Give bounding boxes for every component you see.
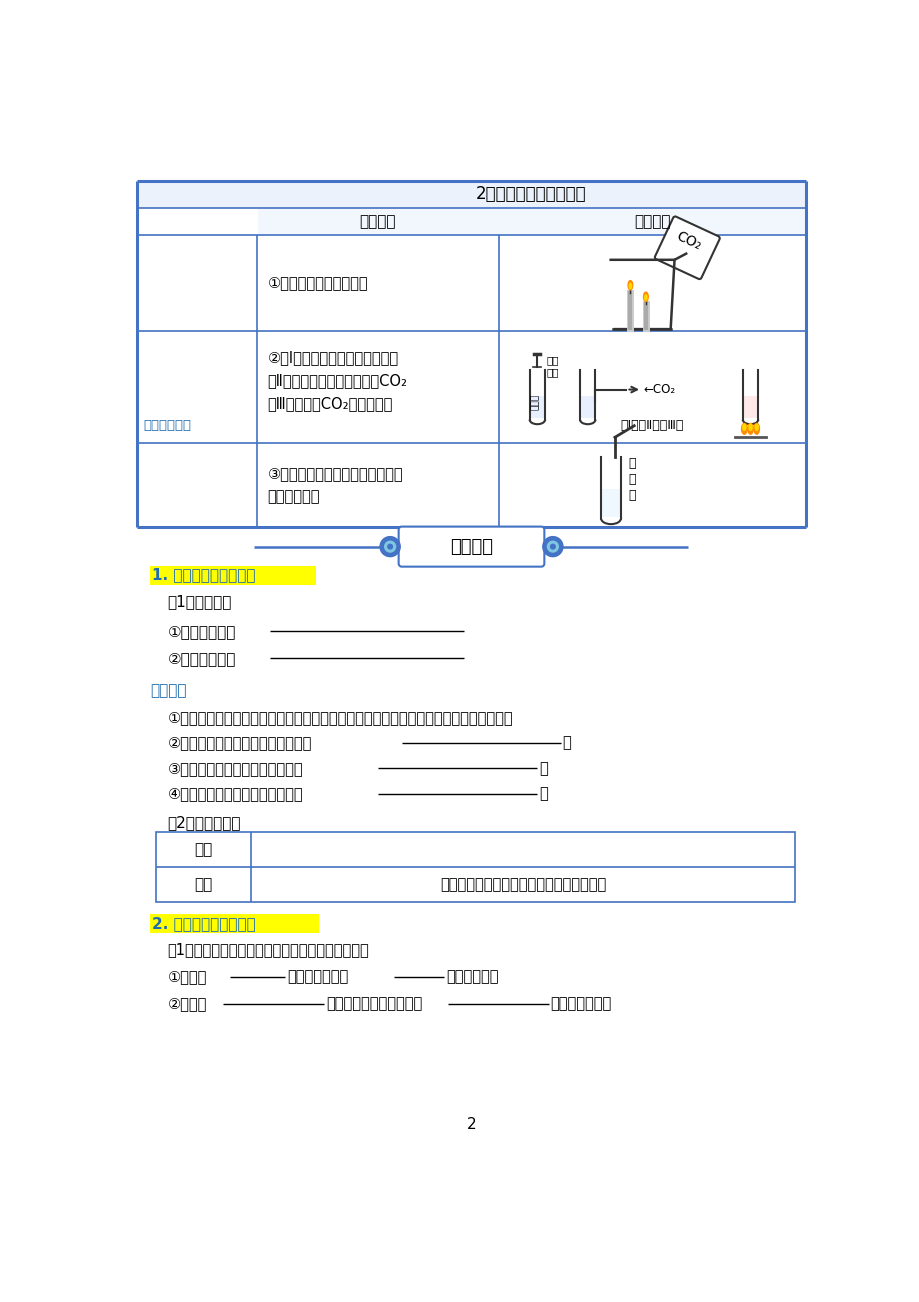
Text: 操作步骤: 操作步骤 [359, 214, 395, 229]
Ellipse shape [629, 284, 630, 289]
Bar [156, 832, 795, 901]
Ellipse shape [643, 292, 648, 301]
Bar [137, 181, 805, 527]
Text: （Ⅱ）向其中一支试管中通入CO₂: （Ⅱ）向其中一支试管中通入CO₂ [267, 374, 407, 388]
Circle shape [388, 544, 392, 549]
Text: 2: 2 [466, 1117, 476, 1131]
Text: （Ⅲ）将通入CO₂的试管加热: （Ⅲ）将通入CO₂的试管加热 [267, 396, 392, 411]
Text: 石蕊
溶液: 石蕊 溶液 [546, 355, 559, 378]
Ellipse shape [754, 424, 757, 431]
Text: （物理性质），二氧化碳: （物理性质），二氧化碳 [325, 996, 422, 1012]
Bar [150, 914, 319, 934]
Circle shape [380, 536, 400, 557]
Text: （2）检验和验满: （2）检验和验满 [167, 815, 241, 831]
Text: ①药品选用的是稀盐酸与主要成分是碳酸钙的块状大理石（或石灰石），反应速率适中。: ①药品选用的是稀盐酸与主要成分是碳酸钙的块状大理石（或石灰石），反应速率适中。 [167, 710, 513, 725]
Ellipse shape [644, 294, 646, 301]
Text: ②符号表达式：: ②符号表达式： [167, 651, 236, 665]
Ellipse shape [742, 424, 745, 431]
Text: （Ⅰ）（Ⅱ）（Ⅲ）: （Ⅰ）（Ⅱ）（Ⅲ） [620, 419, 684, 432]
Bar [257, 208, 805, 234]
Bar [156, 832, 795, 901]
Text: ③向盛有少量澄清石灰水的试管中: ③向盛有少量澄清石灰水的试管中 [267, 466, 403, 480]
Text: 的蜡烛后熄灭: 的蜡烛后熄灭 [446, 970, 498, 984]
Text: ←CO₂: ←CO₂ [643, 383, 675, 396]
Text: 检验: 检验 [194, 842, 212, 857]
Circle shape [542, 536, 562, 557]
Text: 通入二氧化碳: 通入二氧化碳 [267, 490, 320, 504]
Text: ①现象：: ①现象： [167, 970, 207, 984]
FancyBboxPatch shape [654, 216, 719, 279]
Text: 。: 。 [539, 760, 547, 776]
Bar [580, 396, 594, 418]
Text: 【实验步骤】: 【实验步骤】 [142, 419, 191, 432]
Text: （1）一般情况下，二氧化碳不燃烧，也不支持燃烧: （1）一般情况下，二氧化碳不燃烧，也不支持燃烧 [167, 943, 369, 957]
Text: 实验图示: 实验图示 [633, 214, 670, 229]
Text: 验满: 验满 [194, 876, 212, 892]
Text: 2. 二氧化碳的性质实验: 2. 二氧化碳的性质实验 [152, 915, 255, 931]
Text: 【注意】: 【注意】 [150, 684, 187, 698]
Ellipse shape [754, 423, 758, 434]
Bar [137, 182, 805, 208]
Text: （1）反应原理: （1）反应原理 [167, 595, 232, 609]
Text: ①把二氧化碳倒入烧杯中: ①把二氧化碳倒入烧杯中 [267, 276, 368, 290]
Text: ②（Ⅰ）向蒸馏水中滴入石蕊溶液: ②（Ⅰ）向蒸馏水中滴入石蕊溶液 [267, 350, 398, 365]
Ellipse shape [741, 423, 746, 434]
Ellipse shape [628, 281, 632, 290]
Ellipse shape [747, 423, 753, 434]
Bar [530, 396, 544, 418]
Text: 1. 实验室制取二氧化碳: 1. 实验室制取二氧化碳 [152, 568, 255, 582]
Text: ③不用浓盐酸代替稀盐酸的原因是: ③不用浓盐酸代替稀盐酸的原因是 [167, 760, 303, 776]
Text: 石
灰
水: 石 灰 水 [628, 457, 635, 503]
Text: 的蜡烛先熄灭，: 的蜡烛先熄灭， [287, 970, 348, 984]
Bar [601, 488, 619, 517]
Text: ①文字表达式：: ①文字表达式： [167, 624, 236, 639]
Text: 2．二氧化碳的性质实验: 2．二氧化碳的性质实验 [476, 185, 586, 203]
Circle shape [547, 542, 558, 552]
Text: CO₂: CO₂ [673, 229, 702, 253]
Circle shape [550, 544, 554, 549]
FancyBboxPatch shape [398, 526, 544, 566]
Ellipse shape [748, 424, 751, 431]
Text: ②不用纯碳酸钙与稀盐酸反应是因为: ②不用纯碳酸钙与稀盐酸反应是因为 [167, 736, 312, 750]
Circle shape [384, 542, 395, 552]
Text: 蒸馏水: 蒸馏水 [531, 395, 539, 410]
Bar [743, 396, 756, 418]
Text: 。: 。 [562, 736, 571, 750]
Text: ④不用稀硫酸代替稀盐酸的原因是: ④不用稀硫酸代替稀盐酸的原因是 [167, 786, 303, 801]
Text: 将木条放在，若木条，说明二氧化碳已集满: 将木条放在，若木条，说明二氧化碳已集满 [439, 876, 606, 892]
Text: ②结论：: ②结论： [167, 996, 207, 1012]
Text: （化学性质）。: （化学性质）。 [550, 996, 611, 1012]
Text: 。: 。 [539, 786, 547, 801]
Text: 实验点拨: 实验点拨 [449, 538, 493, 556]
Bar [150, 566, 316, 585]
